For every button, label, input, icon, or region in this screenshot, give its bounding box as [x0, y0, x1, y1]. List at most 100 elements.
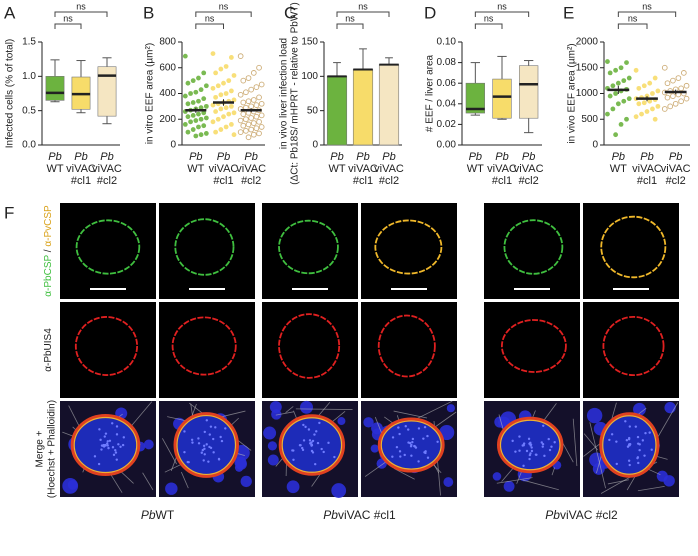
parasite-nucleus [301, 446, 304, 450]
parasite-nucleus [212, 451, 215, 454]
x-tick-label: WT [467, 163, 484, 175]
data-point [210, 119, 216, 125]
data-point [188, 119, 193, 125]
parasite-nucleus [298, 444, 302, 447]
significance-label: ns [497, 1, 507, 11]
parasite-nucleus [197, 437, 200, 440]
parasite-nucleus [99, 438, 102, 442]
parasite-nucleus [643, 454, 646, 457]
significance-bracket [617, 11, 677, 17]
x-tick-label: Pb [669, 151, 682, 163]
y-tick-label: 0.08 [437, 57, 457, 68]
parasite-nucleus [423, 425, 427, 429]
parasite-nucleus [183, 450, 186, 454]
panel-letter: D [424, 3, 436, 22]
parasite-nucleus [111, 446, 115, 449]
box [492, 78, 512, 119]
x-tick-label: viVAC [348, 163, 378, 175]
data-point [245, 98, 252, 105]
nucleus [503, 480, 515, 492]
parasite-nucleus [641, 439, 645, 442]
data-point [213, 109, 219, 114]
data-point [680, 70, 687, 76]
data-point [215, 83, 221, 89]
box [519, 65, 539, 119]
phalloidin [142, 472, 154, 491]
phalloidin [162, 438, 178, 465]
phalloidin [572, 418, 578, 467]
box [465, 82, 485, 114]
data-point [647, 80, 653, 86]
parasite-nucleus [302, 423, 305, 427]
y-tick-label: 0.0 [22, 140, 36, 151]
significance-label: ns [628, 13, 638, 23]
parasite-nucleus [302, 439, 306, 442]
parasite-nucleus [530, 446, 533, 449]
row-label: α-PbUIS4 [43, 328, 54, 372]
parasite-nucleus [522, 464, 525, 468]
data-point [248, 126, 255, 133]
column-label: PbWT [141, 508, 175, 522]
nucleus [300, 400, 313, 414]
phalloidin [522, 479, 559, 491]
data-point [644, 109, 650, 114]
parasite-nucleus [207, 460, 210, 463]
data-point [218, 66, 224, 72]
parasite-nucleus [627, 438, 631, 441]
parasite-nucleus [644, 431, 647, 435]
data-point [196, 124, 201, 130]
parasite-nucleus [122, 436, 126, 439]
x-tick-label: WT [187, 163, 204, 175]
data-point [618, 65, 624, 71]
data-point [652, 75, 658, 81]
parasite-nucleus [528, 457, 531, 461]
parasite-nucleus [205, 443, 208, 446]
panel-letter: B [143, 3, 154, 22]
data-point [258, 100, 265, 107]
parasite-nucleus [548, 448, 552, 452]
data-point [196, 111, 201, 117]
parasite-nucleus [624, 420, 627, 423]
significance-label: ns [484, 13, 494, 23]
data-point [615, 80, 621, 86]
data-point [210, 102, 216, 108]
data-point [203, 115, 209, 121]
parasite-nucleus [108, 439, 112, 442]
y-tick-label: 0.5 [22, 105, 36, 116]
eef-ring [377, 417, 445, 473]
micrograph [262, 203, 358, 299]
x-tick-label: Pb [100, 151, 113, 163]
panel-letter: F [4, 203, 14, 222]
parasite-nucleus [608, 438, 611, 442]
data-point [258, 124, 265, 130]
data-point [228, 122, 234, 127]
x-tick-label: Pb [244, 151, 257, 163]
bar [352, 69, 374, 146]
row-label-part: α-PbUIS4 [43, 328, 54, 372]
nucleus [263, 426, 277, 440]
x-tick-label: viVAC [632, 163, 662, 175]
eef-ring [599, 412, 660, 478]
y-tick-label: 1.0 [22, 71, 36, 82]
y-axis-label: (ΔCt: Pb18S/ mHPRT - relative to PbWT) [290, 2, 301, 184]
parasite-nucleus [534, 453, 538, 456]
phalloidin [180, 471, 189, 489]
data-point [218, 92, 224, 98]
nucleus [633, 402, 646, 416]
data-point [664, 94, 671, 101]
column-label-part: Pb [545, 508, 560, 522]
eef-ring [499, 419, 561, 471]
data-point [201, 70, 207, 76]
parasite-nucleus [413, 444, 416, 448]
phalloidin [607, 479, 629, 485]
parasite-nucleus [318, 421, 321, 425]
parasite-nucleus [203, 447, 206, 451]
data-point [624, 60, 629, 65]
nucleus [370, 444, 379, 453]
eef-ring [173, 412, 240, 478]
parasite-nucleus [220, 439, 224, 443]
data-point [618, 122, 624, 127]
parasite-nucleus [636, 456, 639, 460]
data-point [610, 106, 616, 112]
parasite-nucleus [307, 428, 311, 431]
